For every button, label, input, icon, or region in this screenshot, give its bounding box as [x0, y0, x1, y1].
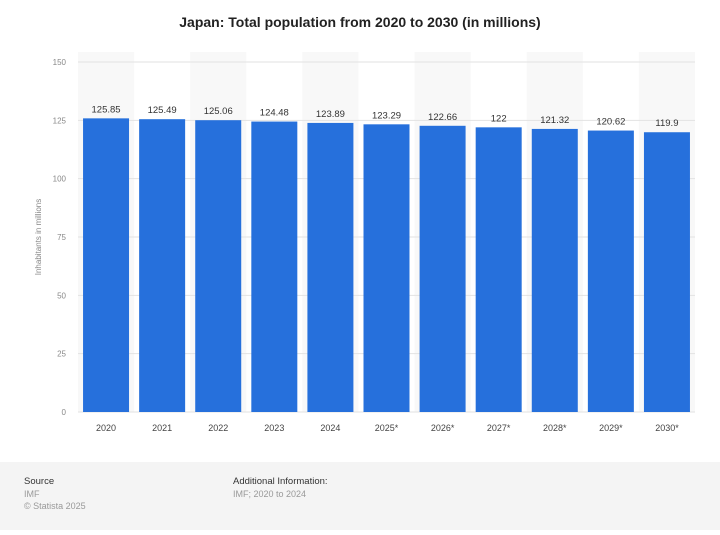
bar	[643, 132, 690, 412]
x-tick-label: 2028*	[543, 423, 567, 433]
source-label: Source	[24, 476, 55, 487]
bar	[195, 120, 242, 413]
y-tick-label: 50	[57, 291, 66, 300]
bar	[307, 122, 354, 412]
footer: Source IMF © Statista 2025 Additional In…	[0, 462, 720, 530]
y-tick-label: 75	[57, 233, 66, 242]
bar	[83, 118, 130, 412]
data-label: 120.62	[596, 117, 625, 128]
bar	[363, 124, 410, 412]
x-tick-label: 2023	[264, 423, 284, 433]
chart-title: Japan: Total population from 2020 to 203…	[179, 14, 541, 30]
data-label: 119.9	[655, 118, 678, 129]
bar	[139, 119, 186, 412]
x-tick-label: 2025*	[375, 423, 399, 433]
data-label: 123.89	[316, 109, 345, 120]
source-block: Source IMF © Statista 2025	[24, 476, 86, 512]
additional-info-label: Additional Information:	[233, 476, 328, 487]
bar-chart: 0 25 50 75 100 125 150 Inhabitants in millions 1…	[34, 58, 695, 433]
bar	[251, 121, 298, 413]
additional-info-block: Additional Information: IMF; 2020 to 202…	[233, 476, 328, 500]
data-label: 122	[491, 113, 507, 124]
y-tick-label: 125	[53, 116, 67, 125]
y-tick-label: 150	[53, 58, 67, 67]
data-label: 122.66	[428, 112, 457, 123]
bar	[475, 127, 522, 412]
y-axis-label: Inhabitants in millions	[34, 199, 43, 275]
x-tick-label: 2024	[320, 423, 340, 433]
x-tick-label: 2020	[96, 423, 116, 433]
y-tick-label: 100	[53, 175, 67, 184]
x-tick-label: 2027*	[487, 423, 511, 433]
bar	[419, 125, 466, 412]
x-tick-label: 2022	[208, 423, 228, 433]
y-tick-label: 0	[62, 408, 67, 417]
data-label: 121.32	[540, 115, 569, 126]
bar	[531, 128, 578, 413]
x-tick-label: 2026*	[431, 423, 455, 433]
data-label: 125.49	[148, 105, 177, 116]
x-tick-label: 2029*	[599, 423, 623, 433]
bar	[587, 130, 634, 412]
source-value: IMF	[24, 489, 40, 499]
data-label: 125.85	[92, 104, 121, 115]
data-label: 125.06	[204, 106, 233, 117]
additional-info-value: IMF; 2020 to 2024	[233, 489, 307, 499]
copyright: © Statista 2025	[24, 501, 86, 511]
data-label: 123.29	[372, 110, 401, 121]
x-tick-label: 2021	[152, 423, 172, 433]
data-label: 124.48	[260, 108, 289, 119]
y-tick-label: 25	[57, 350, 66, 359]
x-tick-label: 2030*	[655, 423, 679, 433]
